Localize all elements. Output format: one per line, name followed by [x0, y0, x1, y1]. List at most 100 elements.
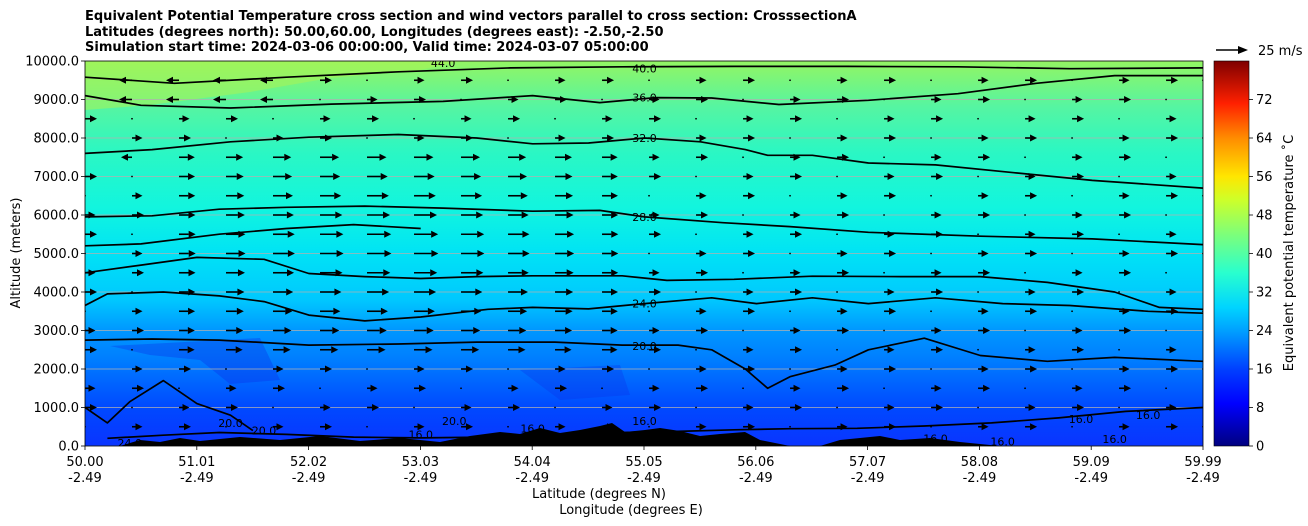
wind-key-arrowhead — [1238, 46, 1248, 54]
wind-vector-head — [382, 288, 390, 296]
wind-vector — [1166, 134, 1179, 142]
wind-vector — [884, 307, 897, 315]
wind-vector-dot — [1071, 252, 1073, 255]
wind-vector-head — [565, 307, 573, 315]
contour-line-20 — [85, 337, 1203, 390]
wind-vector — [555, 230, 575, 238]
x-tick-label: 59.99 — [1184, 455, 1221, 470]
wind-vector — [119, 96, 133, 103]
wind-vector — [648, 425, 650, 428]
wind-vector-head — [379, 153, 387, 161]
wind-vector-head — [473, 327, 481, 334]
wind-vector-dot — [460, 387, 462, 390]
wind-vector-head — [1207, 154, 1214, 161]
wind-vector — [179, 346, 195, 354]
wind-vector-head — [1077, 404, 1085, 411]
wind-vector-dot — [836, 117, 838, 120]
wind-vector-head — [90, 115, 97, 123]
y-tick-label: 0.0 — [58, 440, 79, 455]
wind-vector — [743, 115, 754, 123]
wind-vector-head — [936, 115, 944, 123]
x-tick-label: 57.07 — [849, 455, 886, 470]
wind-vector-head — [1171, 192, 1179, 200]
wind-vector-head — [521, 211, 529, 219]
x-tick-label-lon: -2.49 — [1074, 471, 1108, 486]
wind-vector-head — [887, 346, 895, 354]
y-tick-label: 4000.0 — [34, 286, 80, 301]
wind-vector-head — [325, 423, 333, 431]
contour-label: 44.0 — [431, 57, 456, 70]
wind-vector-dot — [930, 252, 932, 255]
title-line-2: Latitudes (degrees north): 50.00,60.00, … — [85, 24, 664, 40]
wind-vector-head — [610, 192, 618, 200]
wind-vector-head — [983, 96, 991, 103]
wind-vector — [696, 365, 707, 373]
wind-vector-head — [748, 76, 756, 84]
wind-vector — [789, 310, 791, 313]
wind-vector-head — [519, 173, 527, 180]
wind-vector-head — [1030, 250, 1038, 257]
wind-vector-head — [936, 288, 944, 296]
wind-vector-head — [981, 192, 989, 200]
wind-vector-head — [746, 404, 754, 411]
wind-vector-head — [699, 250, 707, 257]
wind-vector-head — [417, 76, 425, 84]
wind-vector — [507, 79, 509, 82]
wind-vector — [836, 175, 838, 178]
wind-vector-head — [1075, 153, 1083, 161]
wind-vector — [320, 365, 333, 373]
wind-vector — [884, 173, 895, 180]
wind-vector-head — [748, 250, 756, 257]
wind-vector-dot — [1071, 368, 1073, 370]
wind-vector — [1203, 404, 1215, 411]
wind-vector-head — [135, 250, 143, 257]
wind-vector-head — [558, 423, 566, 431]
wind-vector-head — [464, 404, 472, 411]
wind-vector-head — [522, 230, 530, 238]
wind-vector-head — [746, 288, 754, 296]
wind-vector-dot — [507, 79, 509, 82]
wind-vector — [461, 327, 481, 334]
wind-vector-head — [135, 423, 143, 431]
wind-vector — [273, 423, 284, 431]
wind-vector — [554, 406, 556, 409]
wind-vector — [931, 115, 944, 123]
wind-vector-head — [182, 115, 190, 123]
wind-vector — [978, 384, 991, 392]
wind-vector — [1072, 346, 1085, 354]
wind-vector-head — [90, 230, 97, 238]
wind-vector — [602, 288, 618, 296]
wind-vector-head — [231, 404, 239, 411]
wind-vector-dot — [1165, 98, 1167, 101]
wind-vector-head — [611, 269, 619, 277]
wind-vector-head — [701, 269, 709, 277]
wind-vector — [1118, 348, 1120, 351]
wind-vector — [132, 192, 143, 200]
wind-vector-head — [260, 96, 268, 103]
wind-vector — [461, 365, 474, 373]
y-tick-label: 10000.0 — [25, 55, 79, 70]
wind-vector — [320, 250, 344, 257]
wind-vector-dot — [1024, 156, 1026, 159]
wind-vector — [85, 384, 96, 392]
wind-vector — [555, 250, 575, 257]
wind-vector-head — [934, 384, 942, 392]
wind-vector-head — [477, 250, 485, 257]
wind-vector — [320, 173, 341, 180]
wind-vector-head — [1171, 250, 1179, 257]
wind-vector-head — [1075, 327, 1083, 334]
wind-vector — [414, 423, 425, 431]
wind-vector — [508, 211, 529, 219]
wind-vector-head — [285, 307, 293, 315]
wind-vector-head — [466, 76, 474, 84]
wind-vector-dot — [789, 79, 791, 82]
wind-vector-dot — [648, 368, 650, 370]
wind-vector — [696, 211, 709, 219]
wind-vector — [1071, 137, 1073, 139]
wind-vector-head — [284, 153, 292, 161]
wind-vector-head — [323, 115, 331, 123]
wind-vector — [555, 192, 574, 200]
wind-vector — [695, 175, 697, 178]
wind-vector-head — [419, 384, 427, 392]
wind-vector — [1203, 173, 1215, 180]
